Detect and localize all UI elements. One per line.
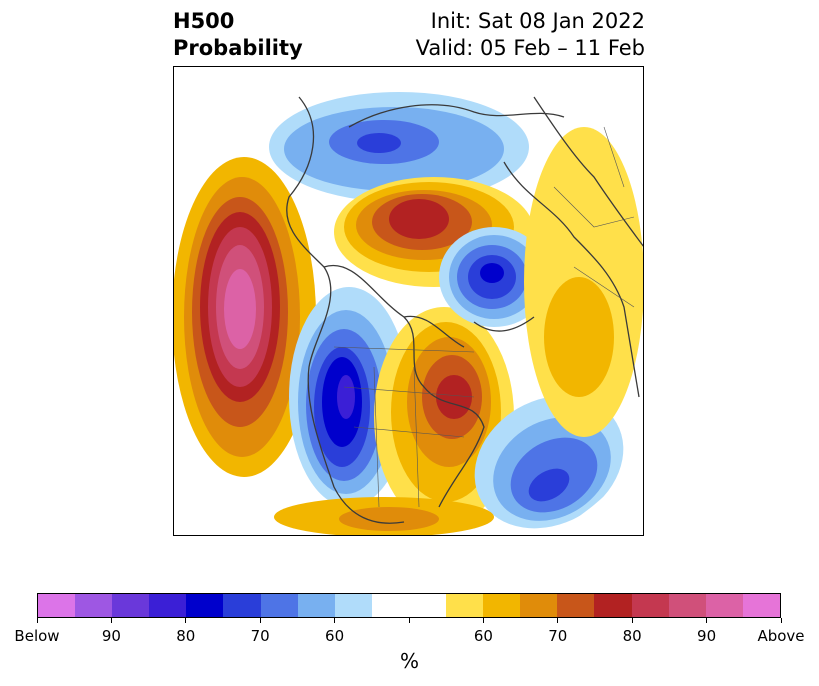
colorbar-segment xyxy=(112,594,150,617)
colorbar-segment xyxy=(149,594,187,617)
colorbar-tick-label: 80 xyxy=(176,627,196,645)
title-left: H500 Probability xyxy=(173,8,303,62)
borders xyxy=(333,126,635,508)
probability-map xyxy=(173,66,644,536)
title-right: Init: Sat 08 Jan 2022 Valid: 05 Feb – 11… xyxy=(416,8,645,62)
colorbar-tick xyxy=(259,618,261,623)
colorbar-tick-label: 70 xyxy=(250,627,270,645)
colorbar-segment xyxy=(334,594,372,617)
colorbar-tick-label: Above xyxy=(757,627,805,645)
colorbar-segment xyxy=(594,594,632,617)
colorbar-segment xyxy=(705,594,743,617)
colorbar-segment xyxy=(260,594,298,617)
colorbar-segment xyxy=(520,594,558,617)
anomaly-below-arctic xyxy=(269,92,529,202)
colorbar-unit-label: % xyxy=(399,649,419,673)
colorbar-segment xyxy=(408,594,447,617)
colorbar-ticks: Below 90 80 70 60 60 70 80 90 Above xyxy=(14,618,805,648)
colorbar-segment xyxy=(742,594,780,617)
coastlines xyxy=(286,96,643,524)
colorbar-segment xyxy=(446,594,484,617)
colorbar-segment xyxy=(75,594,113,617)
colorbar-segment xyxy=(186,594,224,617)
colorbar-tick xyxy=(36,618,38,623)
colorbar-segment xyxy=(631,594,669,617)
colorbar-segment xyxy=(223,594,261,617)
colorbar xyxy=(37,593,781,618)
colorbar-tick-label: Below xyxy=(14,627,60,645)
title-line-type: Probability xyxy=(173,36,303,60)
anomaly-above-asia xyxy=(524,127,643,437)
anomaly-above-south xyxy=(274,497,494,535)
colorbar-tick xyxy=(706,618,708,623)
valid-range: Valid: 05 Feb – 11 Feb xyxy=(415,36,645,60)
colorbar-tick-label: 60 xyxy=(473,627,493,645)
colorbar-tick-label: 80 xyxy=(622,627,642,645)
colorbar-segment xyxy=(668,594,706,617)
colorbar-tick xyxy=(482,618,484,623)
colorbar-segment xyxy=(557,594,595,617)
colorbar-tick-label: 70 xyxy=(548,627,568,645)
colorbar-tick xyxy=(631,618,633,623)
colorbar-tick-label: 90 xyxy=(101,627,121,645)
colorbar-segment xyxy=(371,594,409,617)
colorbar-tick xyxy=(110,618,112,623)
colorbar-tick xyxy=(185,618,187,623)
colorbar-tick-label: 90 xyxy=(697,627,717,645)
colorbar-tick xyxy=(557,618,559,623)
colorbar-segment xyxy=(297,594,335,617)
colorbar-tick xyxy=(334,618,336,623)
colorbar-tick xyxy=(408,618,410,623)
init-date: Init: Sat 08 Jan 2022 xyxy=(430,9,645,33)
colorbar-segment xyxy=(38,594,76,617)
map-canvas xyxy=(174,67,643,535)
anomaly-below-siberia xyxy=(439,227,549,327)
colorbar-tick-label: 60 xyxy=(325,627,345,645)
title-line-variable: H500 xyxy=(173,9,235,33)
colorbar-segment xyxy=(483,594,521,617)
anomaly-above-pacific xyxy=(174,157,316,477)
colorbar-tick xyxy=(780,618,782,623)
